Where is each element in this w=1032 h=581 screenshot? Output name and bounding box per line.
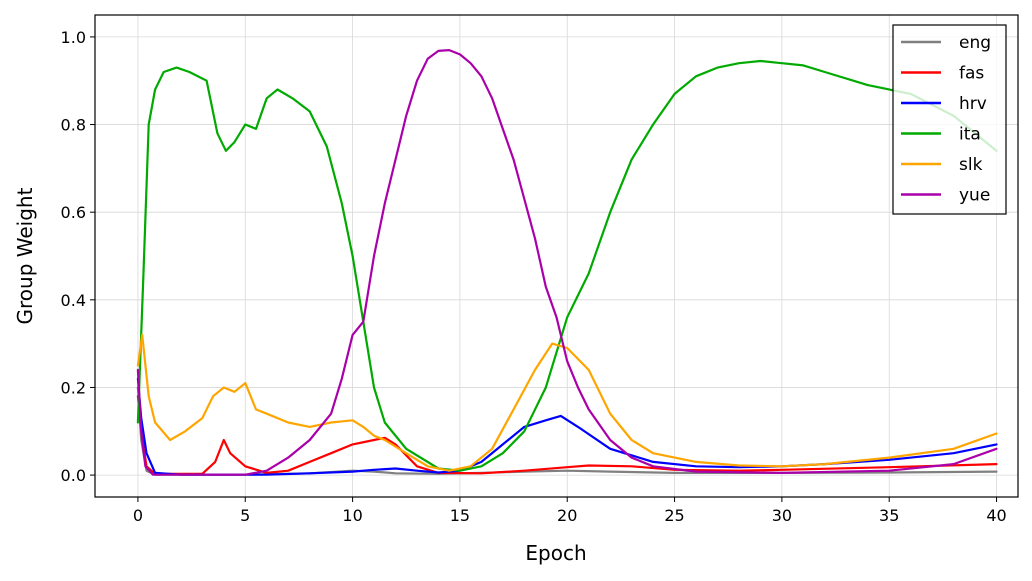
- x-tick-label: 40: [986, 506, 1006, 525]
- y-tick-label: 0.8: [61, 116, 86, 135]
- legend: eng fas hrv ita slk yue: [892, 24, 1007, 215]
- x-axis-title: Epoch: [525, 541, 586, 565]
- x-tick-label: 25: [664, 506, 684, 525]
- legend-label-slk: slk: [959, 155, 983, 175]
- y-tick-label: 0.0: [61, 466, 86, 485]
- x-tick-label: 15: [450, 506, 470, 525]
- y-tick-label: 0.4: [61, 291, 86, 310]
- series-line-fas: [136, 395, 998, 475]
- legend-box: [892, 24, 1007, 215]
- series-line-slk: [136, 333, 998, 472]
- series-line-ita: [136, 59, 998, 472]
- x-tick-label: 5: [240, 506, 250, 525]
- x-tick-label: 35: [879, 506, 899, 525]
- x-axis: 0 5 10 15 20 25 30 35 40: [133, 497, 1007, 525]
- x-tick-label: 20: [557, 506, 577, 525]
- x-tick-label: 10: [342, 506, 362, 525]
- y-axis-title: Group Weight: [13, 187, 37, 324]
- y-axis: 0.0 0.2 0.4 0.6 0.8 1.0: [61, 28, 95, 485]
- x-tick-label: 30: [772, 506, 792, 525]
- y-tick-label: 1.0: [61, 28, 86, 47]
- plot-frame: [94, 14, 1019, 498]
- x-tick-label: 0: [133, 506, 143, 525]
- legend-label-fas: fas: [959, 64, 984, 84]
- legend-label-hrv: hrv: [959, 94, 987, 114]
- legend-label-ita: ita: [959, 125, 981, 145]
- y-tick-label: 0.6: [61, 203, 86, 222]
- series-line-yue: [136, 48, 998, 476]
- legend-label-yue: yue: [959, 186, 990, 206]
- series-lines: [136, 48, 998, 476]
- y-tick-label: 0.2: [61, 378, 86, 397]
- legend-label-eng: eng: [959, 33, 991, 53]
